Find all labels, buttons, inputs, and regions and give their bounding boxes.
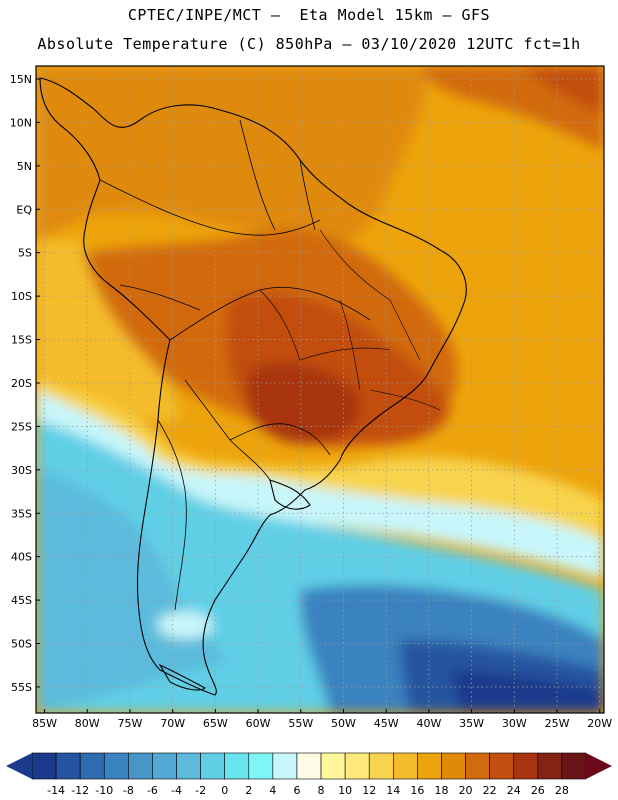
colorbar-label: 24 bbox=[507, 784, 521, 797]
field-pale-patch bbox=[157, 611, 213, 639]
lat-tick-label: 35S bbox=[11, 507, 32, 520]
colorbar-box bbox=[441, 752, 466, 780]
colorbar-label: 14 bbox=[386, 784, 400, 797]
colorbar-box bbox=[224, 752, 250, 780]
colorbar-under-arrow bbox=[6, 753, 32, 779]
field-west-coast bbox=[36, 240, 180, 420]
colorbar-box bbox=[296, 752, 322, 780]
colorbar-label: 4 bbox=[269, 784, 276, 797]
temperature-field bbox=[36, 66, 604, 713]
colorbar-label: 20 bbox=[459, 784, 473, 797]
colorbar-label: 26 bbox=[531, 784, 545, 797]
lat-tick-label: 10S bbox=[11, 290, 32, 303]
field-light-blue-south bbox=[36, 470, 230, 713]
field-north-continent bbox=[36, 66, 426, 247]
lon-tick-label: 30W bbox=[502, 717, 527, 730]
field-hot-northeast bbox=[520, 66, 604, 115]
lat-tick-label: 15N bbox=[10, 73, 32, 86]
lon-tick-label: 25W bbox=[545, 717, 570, 730]
lon-tick-label: 65W bbox=[203, 717, 228, 730]
lon-tick-label: 50W bbox=[331, 717, 356, 730]
state-borders bbox=[259, 229, 441, 411]
lon-tick-label: 75W bbox=[118, 717, 143, 730]
lat-tick-label: 25S bbox=[11, 420, 32, 433]
colorbar-box bbox=[31, 752, 57, 780]
lon-tick-label: 60W bbox=[246, 717, 271, 730]
map-subtitle: Absolute Temperature (C) 850hPa – 03/10/… bbox=[37, 35, 581, 53]
colorbar-box bbox=[248, 752, 274, 780]
colorbar-box bbox=[537, 752, 563, 780]
lat-tick-label: 5S bbox=[18, 247, 32, 260]
lon-tick-label: 35W bbox=[459, 717, 484, 730]
colorbar-box bbox=[176, 752, 201, 780]
colorbar-box bbox=[368, 752, 394, 780]
colorbar-label: 22 bbox=[483, 784, 497, 797]
colorbar-box bbox=[103, 752, 129, 780]
map-title: CPTEC/INPE/MCT – Eta Model 15km – GFS bbox=[127, 6, 491, 24]
colorbar-box bbox=[200, 752, 225, 780]
colorbar-label: 12 bbox=[362, 784, 376, 797]
lon-tick-label: 85W bbox=[32, 717, 57, 730]
lat-tick-label: 50S bbox=[11, 638, 32, 651]
lat-lon-grid bbox=[36, 66, 604, 713]
lat-tick-label: 45S bbox=[11, 594, 32, 607]
colorbar-box bbox=[79, 752, 105, 780]
country-borders bbox=[99, 119, 371, 611]
colorbar-labels: -14 -12 -10 -8 -6 -4 -2 0 2 4 6 8 10 12 14 16 18 20 22 24 26… bbox=[47, 784, 569, 797]
colorbar-label: 16 bbox=[410, 784, 424, 797]
lat-tick-label: 10N bbox=[10, 116, 32, 129]
colorbar-box bbox=[465, 752, 490, 780]
lat-tick-label: 55S bbox=[11, 681, 32, 694]
coastline bbox=[39, 77, 467, 696]
longitude-labels: 85W 80W 75W 70W 65W 60W 55W 50W 45W 40W 35W 30W 25W 2… bbox=[32, 709, 612, 730]
colorbar-box bbox=[128, 752, 153, 780]
colorbar: -14 -12 -10 -8 -6 -4 -2 0 2 4 6 8 10 12 14 16 18 20 22 24 26… bbox=[6, 752, 612, 797]
colorbar-box bbox=[561, 752, 587, 780]
colorbar-box bbox=[393, 752, 418, 780]
colorbar-over-arrow bbox=[586, 753, 612, 779]
colorbar-label: 10 bbox=[338, 784, 352, 797]
colorbar-box bbox=[417, 752, 442, 780]
colorbar-boxes bbox=[31, 752, 587, 780]
colorbar-label: 2 bbox=[245, 784, 252, 797]
colorbar-label: -8 bbox=[123, 784, 134, 797]
latitude-labels: 15N 10N 5N EQ 5S 10S 15S 20S 25S 30S 35S 40S 45S 50S 5… bbox=[10, 73, 40, 694]
lon-tick-label: 40W bbox=[416, 717, 441, 730]
colorbar-label: -10 bbox=[95, 784, 113, 797]
lon-tick-label: 20W bbox=[587, 717, 612, 730]
map-frame bbox=[35, 65, 605, 714]
field-cold-front bbox=[36, 390, 604, 580]
colorbar-label: -6 bbox=[147, 784, 158, 797]
lat-tick-label: 20S bbox=[11, 377, 32, 390]
colorbar-label: -12 bbox=[71, 784, 89, 797]
colorbar-label: 8 bbox=[318, 784, 325, 797]
colorbar-box bbox=[272, 752, 298, 780]
colorbar-label: -4 bbox=[171, 784, 182, 797]
lon-tick-label: 70W bbox=[160, 717, 185, 730]
colorbar-box bbox=[344, 752, 370, 780]
field-darkest-blue-southeast bbox=[450, 670, 604, 713]
colorbar-box bbox=[489, 752, 515, 780]
colorbar-label: -2 bbox=[195, 784, 206, 797]
colorbar-box bbox=[55, 752, 81, 780]
colorbar-box bbox=[513, 752, 539, 780]
lat-tick-label: 15S bbox=[11, 334, 32, 347]
colorbar-box bbox=[152, 752, 177, 780]
lat-tick-label: 5N bbox=[17, 160, 32, 173]
lat-tick-label: EQ bbox=[16, 203, 32, 216]
colorbar-label: 6 bbox=[293, 784, 300, 797]
lon-tick-label: 45W bbox=[374, 717, 399, 730]
lat-tick-label: 30S bbox=[11, 464, 32, 477]
lon-tick-label: 80W bbox=[75, 717, 100, 730]
colorbar-box bbox=[320, 752, 346, 780]
lon-tick-label: 55W bbox=[288, 717, 313, 730]
colorbar-label: 0 bbox=[221, 784, 228, 797]
colorbar-label: 28 bbox=[555, 784, 569, 797]
colorbar-label: 18 bbox=[434, 784, 448, 797]
colorbar-label: -14 bbox=[47, 784, 65, 797]
lat-tick-label: 40S bbox=[11, 551, 32, 564]
